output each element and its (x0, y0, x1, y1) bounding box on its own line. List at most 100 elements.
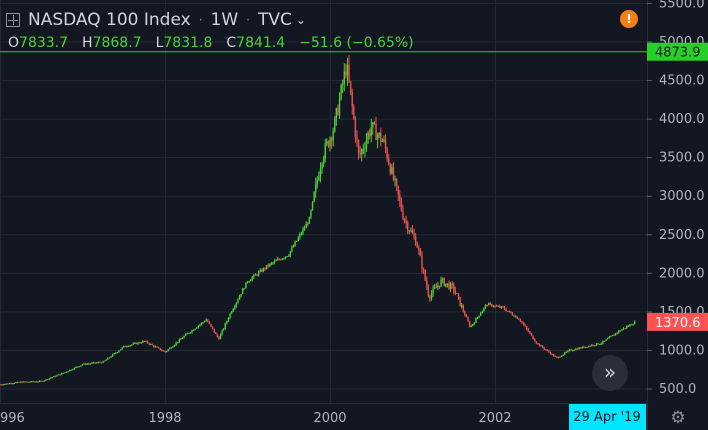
last-price-label-bg (647, 312, 708, 331)
candle-body (80, 365, 82, 367)
candle-body (192, 329, 195, 331)
candle-body (146, 341, 149, 344)
candle-body (105, 359, 107, 361)
candle-body (335, 108, 338, 118)
candle-body (273, 261, 276, 263)
candle-body (421, 255, 423, 270)
close-value: 7841.4 (236, 35, 286, 51)
candle-body (548, 350, 550, 353)
candle-body (405, 221, 407, 223)
candle-body (21, 381, 23, 383)
candle-body (546, 349, 549, 351)
candle-body (365, 140, 368, 149)
candle-body (184, 334, 187, 337)
price-tick-label: 2000.0 (659, 266, 705, 281)
candle-body (619, 330, 622, 332)
candle-body (64, 372, 66, 374)
candle-body (295, 240, 298, 242)
price-axis[interactable]: 500.01000.01500.02000.02500.03000.03500.… (647, 0, 708, 430)
candle-body (594, 345, 596, 347)
candle-body (348, 64, 350, 82)
expand-icon[interactable] (6, 13, 20, 27)
candle-body (107, 357, 109, 360)
candle-body (318, 177, 320, 181)
price-tick-label: 3500.0 (659, 151, 705, 166)
candle-body (72, 369, 74, 371)
candle-body (586, 346, 588, 348)
candle-body (381, 140, 384, 142)
candle-body (40, 380, 42, 382)
horizontal-line-label: 4873.9 (655, 46, 701, 61)
crosshair-date-bg (569, 404, 646, 430)
candle-body (492, 306, 495, 308)
candle-body (94, 362, 96, 364)
candle-body (232, 308, 234, 312)
candle-body (388, 158, 390, 165)
candle-body (226, 321, 228, 324)
candle-body (81, 364, 84, 366)
candle-body (121, 347, 123, 350)
candle-body (92, 362, 95, 364)
candle-body (524, 324, 526, 327)
horizontal-line-label-bg (647, 42, 708, 61)
gear-icon[interactable]: ⚙ (670, 408, 686, 428)
candle-body (618, 330, 620, 333)
scroll-to-realtime-button[interactable]: » (592, 355, 628, 391)
candle-body (278, 259, 280, 261)
candle-body (367, 132, 369, 141)
candle-body (411, 230, 414, 234)
exchange-label[interactable]: TVC (257, 10, 292, 30)
candle-body (302, 228, 304, 234)
candle-body (484, 305, 487, 308)
candle-body (538, 343, 541, 346)
candle-body (180, 338, 182, 340)
chevron-down-icon[interactable]: ⌄ (295, 13, 306, 27)
interval-label[interactable]: 1W (210, 10, 239, 30)
candle-body (397, 185, 399, 195)
candle-body (533, 339, 536, 342)
candle-body (110, 356, 112, 358)
time-axis[interactable]: 996 1998 2000 2002 29 Apr '19 (0, 403, 647, 430)
candle-body (595, 343, 598, 346)
candle-body (284, 256, 287, 258)
candle-body (395, 179, 398, 186)
candle-body (38, 380, 41, 382)
candle-body (183, 336, 185, 339)
candle-body (448, 283, 450, 289)
symbol-legend: NASDAQ 100 Index · 1W · TVC ⌄ (6, 8, 306, 32)
candle-body (289, 251, 292, 256)
candle-body (126, 346, 128, 348)
candle-body (497, 306, 499, 308)
candle-body (361, 149, 363, 155)
candle-body (237, 299, 239, 303)
candle-body (208, 322, 211, 324)
candle-body (46, 379, 49, 381)
candle-body (83, 363, 85, 365)
alert-icon[interactable]: ! (620, 10, 638, 28)
candle-body (2, 384, 4, 386)
separator-dot: · (198, 13, 203, 27)
candle-body (292, 246, 295, 248)
candle-body (532, 335, 534, 340)
candle-body (399, 194, 401, 201)
candle-body (454, 290, 457, 293)
candle-body (315, 183, 317, 193)
candle-body (514, 316, 517, 318)
symbol-name[interactable]: NASDAQ 100 Index (28, 10, 191, 30)
candle-body (426, 280, 428, 288)
candle-body (537, 343, 539, 345)
candle-body (340, 84, 342, 99)
candle-body (616, 332, 618, 334)
candle-body (400, 200, 403, 211)
candle-body (629, 324, 631, 327)
crosshair-date-label: 29 Apr '19 (573, 410, 640, 425)
candle-body (253, 274, 255, 278)
candle-body (29, 381, 31, 383)
candle-body (78, 366, 81, 368)
candle-body (299, 234, 301, 238)
candle-body (359, 152, 361, 155)
candle-body (416, 245, 418, 248)
candle-body (487, 303, 490, 306)
candle-body (59, 374, 61, 376)
